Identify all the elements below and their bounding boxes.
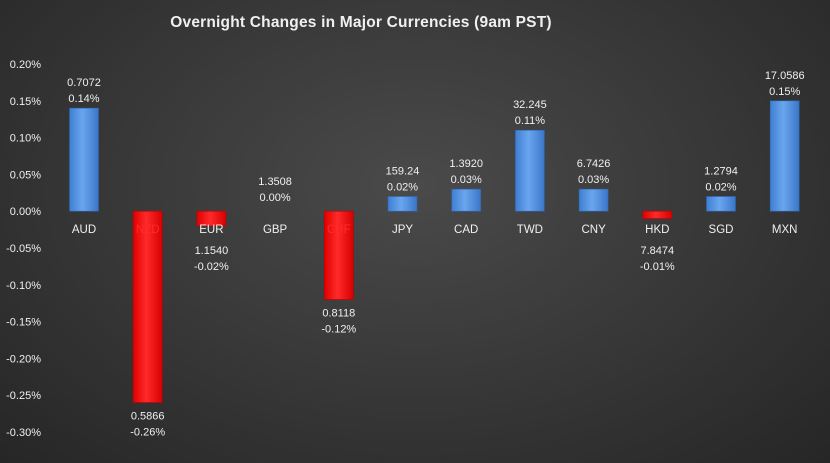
rate-label: 17.0586	[765, 70, 805, 82]
bars	[69, 100, 800, 403]
rate-label: 1.3508	[258, 176, 292, 188]
y-tick-label: -0.05%	[6, 243, 41, 255]
y-tick-label: -0.20%	[6, 353, 41, 365]
value-label: 0.02%	[705, 181, 736, 193]
rate-label: 6.7426	[577, 158, 611, 170]
value-label: 0.03%	[451, 174, 482, 186]
y-tick-label: -0.15%	[6, 317, 41, 329]
y-tick-label: -0.25%	[6, 390, 41, 402]
y-tick-label: 0.05%	[10, 169, 41, 181]
x-tick-label: CAD	[454, 224, 478, 236]
rate-label: 159.24	[386, 165, 420, 177]
bar-twd	[515, 129, 545, 212]
value-label: -0.26%	[130, 427, 165, 439]
bar-mxn	[769, 100, 800, 212]
value-label: 0.14%	[68, 93, 99, 105]
y-tick-label: 0.15%	[10, 96, 41, 108]
y-tick-label: 0.20%	[10, 59, 41, 71]
data-labels: 0.7072 0.14% 0.5866 -0.26% 1.1540 -0.02% 1.350…	[67, 70, 804, 439]
bar-hkd	[642, 210, 673, 219]
x-axis: AUD NZD EUR GBP CHF JPY CAD TWD CNY HKD SGD MXN	[72, 224, 798, 236]
bar-chf	[323, 210, 354, 300]
rate-label: 0.7072	[67, 77, 101, 89]
rate-label: 1.1540	[195, 245, 229, 257]
bar-nzd	[132, 210, 163, 403]
y-axis: 0.20% 0.15% 0.10% 0.05% 0.00% -0.05% -0.10% -0.…	[6, 59, 41, 439]
bar-jpy	[387, 196, 418, 212]
value-label: -0.01%	[640, 261, 675, 273]
x-tick-label: TWD	[517, 224, 543, 236]
value-label: 0.11%	[515, 115, 546, 127]
x-tick-label: HKD	[645, 224, 669, 236]
x-tick-label: AUD	[72, 224, 96, 236]
value-label: 0.02%	[387, 181, 418, 193]
x-tick-label: GBP	[263, 224, 288, 236]
rate-label: 0.5866	[131, 411, 165, 423]
y-tick-label: 0.10%	[10, 133, 41, 145]
x-tick-label: CHF	[327, 224, 351, 236]
x-tick-label: CNY	[581, 224, 606, 236]
rate-label: 32.245	[513, 99, 547, 111]
value-label: 0.00%	[259, 192, 290, 204]
x-tick-label: SGD	[709, 224, 734, 236]
value-label: 0.15%	[769, 86, 800, 98]
x-tick-label: JPY	[392, 224, 413, 236]
rate-label: 0.8118	[322, 308, 355, 320]
value-label: -0.02%	[194, 261, 229, 273]
x-tick-label: NZD	[136, 224, 160, 236]
value-label: 0.03%	[578, 174, 609, 186]
bar-aud	[69, 107, 99, 212]
y-tick-label: 0.00%	[10, 206, 41, 218]
x-tick-label: EUR	[199, 224, 223, 236]
y-tick-label: -0.30%	[6, 427, 41, 439]
x-tick-label: MXN	[772, 224, 798, 236]
y-tick-label: -0.10%	[6, 280, 41, 292]
value-label: -0.12%	[321, 324, 356, 336]
rate-label: 1.3920	[449, 158, 483, 170]
bar-eur	[196, 210, 227, 227]
bar-sgd	[706, 196, 736, 212]
rate-label: 1.2794	[704, 165, 738, 177]
bar-cad	[451, 188, 482, 212]
rate-label: 7.8474	[640, 245, 674, 257]
chart-title: Overnight Changes in Major Currencies (9…	[170, 14, 552, 31]
bar-cny	[578, 188, 609, 212]
